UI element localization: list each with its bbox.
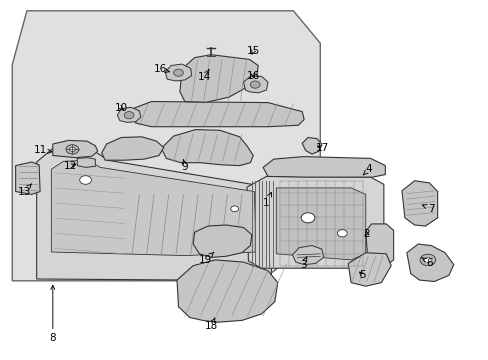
Text: 17: 17 (315, 143, 329, 153)
Circle shape (69, 147, 75, 152)
Text: 10: 10 (115, 103, 127, 113)
Circle shape (66, 145, 79, 154)
Text: 8: 8 (49, 285, 56, 343)
Polygon shape (117, 107, 141, 122)
Polygon shape (177, 260, 277, 322)
Polygon shape (302, 138, 321, 154)
Text: 4: 4 (362, 164, 372, 175)
Polygon shape (263, 157, 385, 177)
Polygon shape (53, 140, 98, 158)
Polygon shape (161, 130, 253, 166)
Polygon shape (406, 244, 453, 282)
Polygon shape (193, 225, 251, 257)
Polygon shape (347, 253, 390, 286)
Text: 3: 3 (299, 257, 306, 270)
Text: 5: 5 (359, 270, 366, 280)
Polygon shape (77, 158, 95, 167)
Circle shape (424, 257, 430, 262)
Text: 6: 6 (421, 257, 432, 268)
Polygon shape (365, 224, 393, 266)
Circle shape (250, 81, 260, 88)
Circle shape (301, 213, 314, 223)
Text: 1: 1 (263, 193, 271, 208)
Polygon shape (180, 55, 258, 102)
Polygon shape (12, 11, 320, 281)
Polygon shape (246, 176, 383, 268)
Polygon shape (16, 162, 40, 194)
Polygon shape (165, 64, 191, 81)
Text: 16: 16 (246, 71, 260, 81)
Circle shape (419, 254, 435, 266)
Polygon shape (292, 246, 323, 265)
Polygon shape (243, 76, 267, 93)
Polygon shape (276, 188, 365, 260)
Text: 2: 2 (363, 229, 369, 239)
Text: 11: 11 (33, 145, 52, 156)
Circle shape (230, 206, 238, 212)
Circle shape (173, 69, 183, 76)
Circle shape (337, 230, 346, 237)
Circle shape (80, 176, 91, 184)
Polygon shape (51, 160, 255, 256)
Text: 16: 16 (153, 64, 169, 74)
Text: 15: 15 (246, 46, 260, 56)
Text: 12: 12 (64, 161, 78, 171)
Text: 13: 13 (18, 184, 32, 197)
Polygon shape (401, 181, 437, 226)
Polygon shape (37, 146, 271, 280)
Circle shape (124, 112, 134, 119)
Text: 19: 19 (198, 252, 214, 265)
Text: 18: 18 (204, 318, 218, 331)
Text: 14: 14 (197, 69, 211, 82)
Polygon shape (132, 102, 304, 127)
Text: 9: 9 (181, 159, 188, 172)
Polygon shape (102, 137, 163, 160)
Text: 7: 7 (422, 204, 434, 214)
